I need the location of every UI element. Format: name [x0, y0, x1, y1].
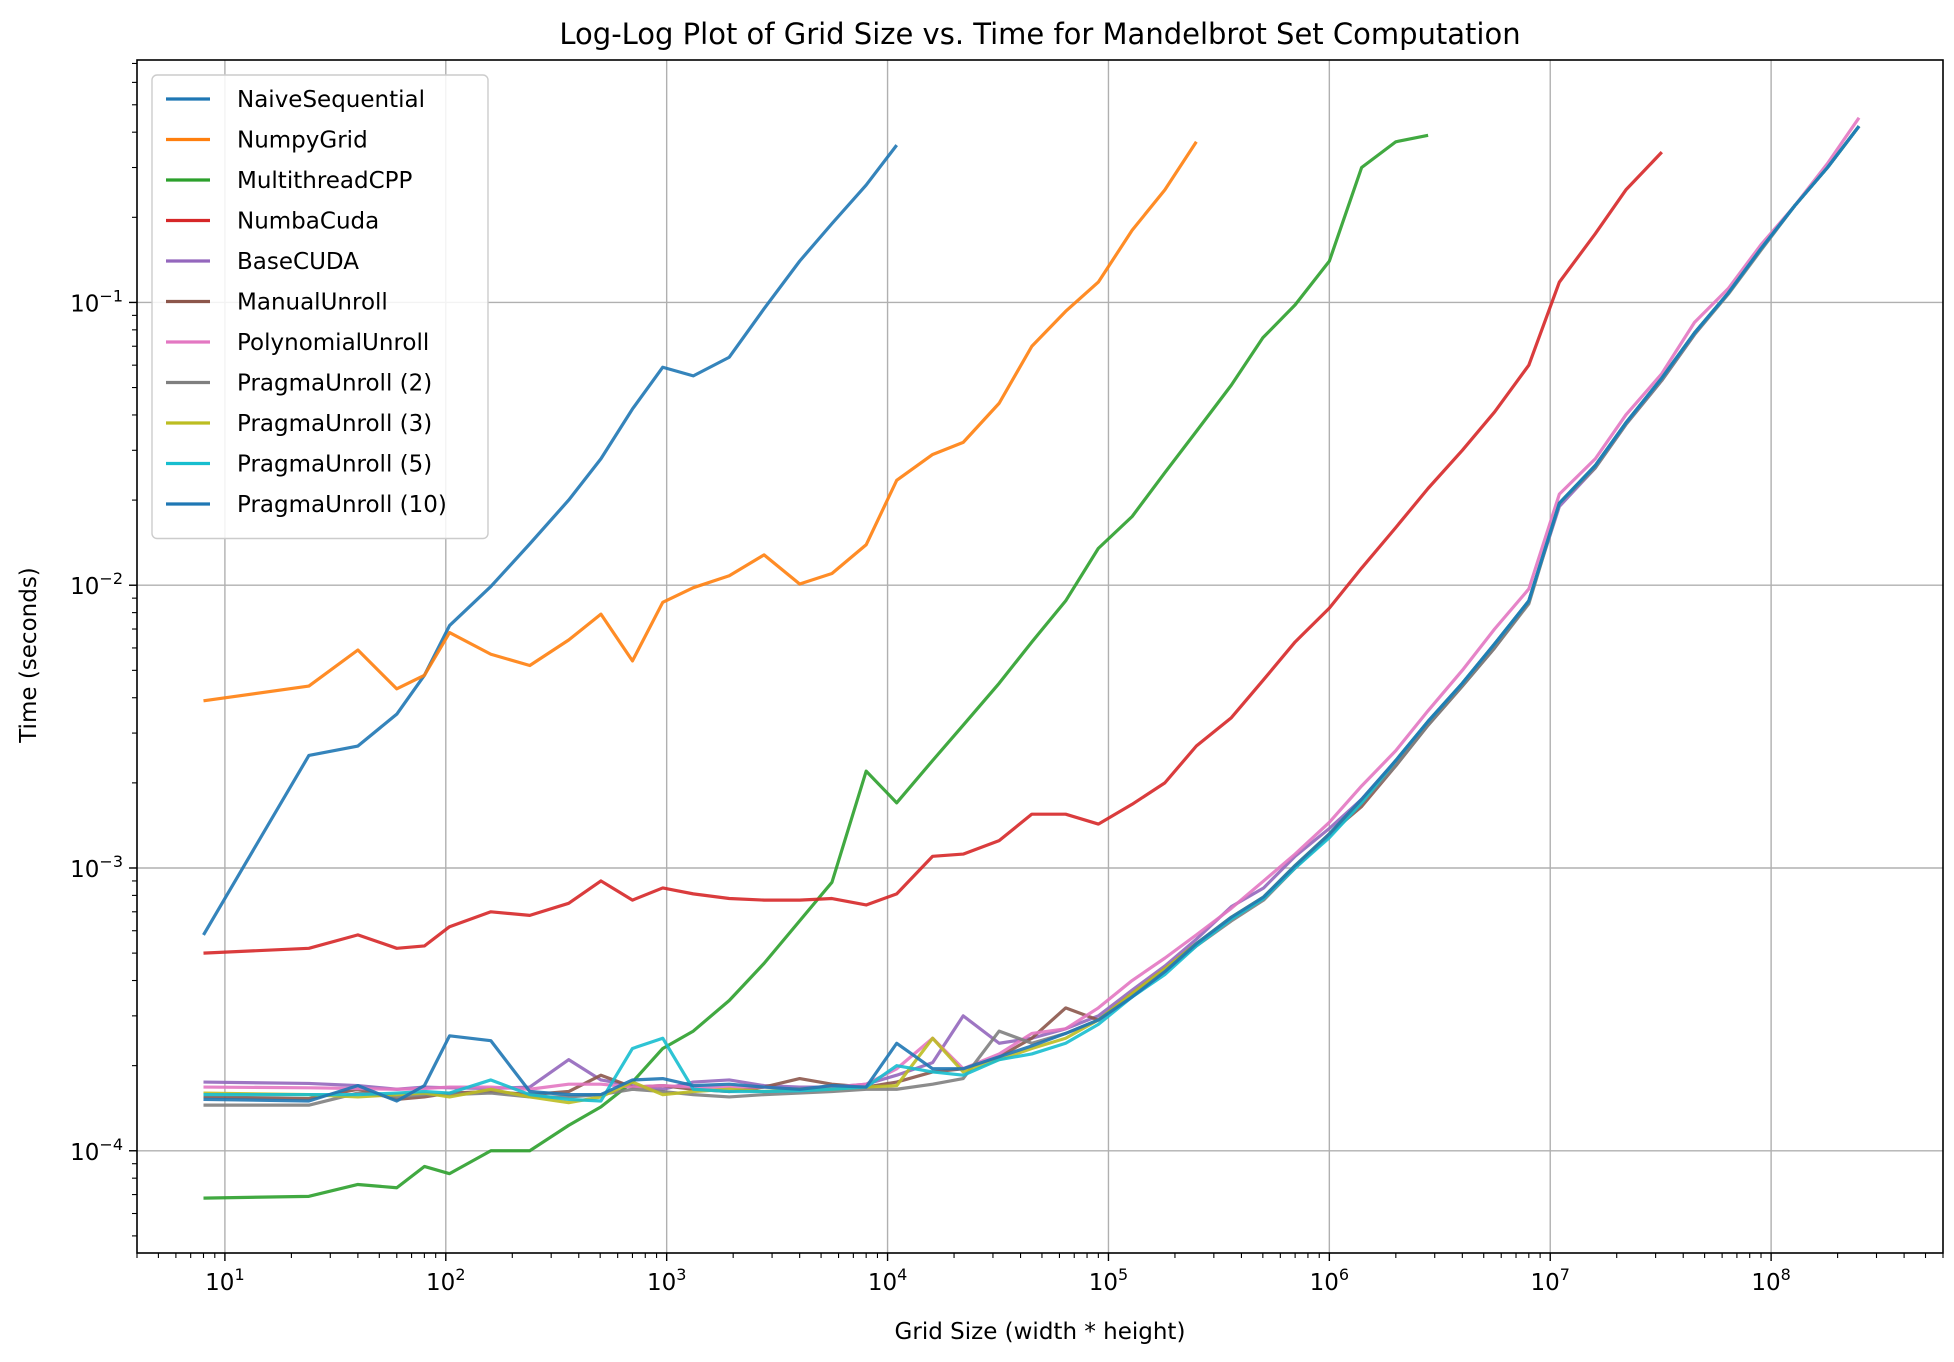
legend-label-multithreadcpp: MultithreadCPP: [237, 168, 413, 194]
y-tick-label: 10−1: [70, 286, 123, 317]
series-line-numpygrid: [203, 140, 1198, 703]
x-tick-label: 104: [868, 1265, 907, 1296]
legend-label-manualunroll: ManualUnroll: [237, 290, 388, 316]
y-tick-label: 10−3: [70, 852, 123, 883]
x-tick-label: 105: [1089, 1265, 1128, 1296]
y-tick-base: 10: [70, 574, 99, 600]
y-tick-label: 10−2: [70, 569, 123, 600]
x-tick-base: 10: [647, 1270, 676, 1296]
series-line-pragmaunroll-10: [203, 125, 1861, 1103]
x-tick-exponent: 1: [234, 1265, 244, 1284]
x-tick-label: 108: [1751, 1265, 1790, 1296]
y-axis-label: Time (seconds): [16, 567, 42, 744]
x-tick-exponent: 6: [1339, 1265, 1349, 1284]
legend-box: [151, 74, 489, 540]
x-tick-base: 10: [868, 1270, 897, 1296]
legend-label-numbacuda: NumbaCuda: [237, 209, 379, 235]
x-tick-base: 10: [1089, 1270, 1118, 1296]
legend-label-naivesequential: NaiveSequential: [237, 87, 425, 113]
x-tick-base: 10: [1310, 1270, 1339, 1296]
x-tick-exponent: 5: [1118, 1265, 1128, 1284]
plot-frame: [136, 59, 1944, 1254]
y-tick-exponent: −4: [99, 1135, 123, 1154]
x-tick-base: 10: [1751, 1270, 1780, 1296]
x-tick-label: 106: [1310, 1265, 1349, 1296]
series-line-naivesequential: [202, 144, 898, 936]
legend-label-pragmaunroll-3: PragmaUnroll (3): [237, 411, 432, 437]
legend-label-pragmaunroll-2: PragmaUnroll (2): [237, 371, 432, 397]
legend-label-pragmaunroll-10: PragmaUnroll (10): [237, 492, 447, 518]
legend: NaiveSequential NumpyGrid MultithreadCPP Nu…: [151, 74, 489, 540]
x-tick-exponent: 3: [676, 1265, 686, 1284]
legend-label-polynomialunroll: PolynomialUnroll: [237, 330, 429, 356]
series-lines: [202, 116, 1861, 1200]
series-line-polynomialunroll: [203, 116, 1861, 1091]
x-tick-exponent: 4: [897, 1265, 907, 1284]
legend-label-numpygrid: NumpyGrid: [237, 128, 368, 154]
x-tick-exponent: 7: [1560, 1265, 1570, 1284]
x-tick-label: 107: [1530, 1265, 1569, 1296]
y-tick-exponent: −2: [99, 569, 123, 588]
x-tick-exponent: 2: [455, 1265, 465, 1284]
x-tick-base: 10: [426, 1270, 455, 1296]
x-tick-label: 103: [647, 1265, 686, 1296]
x-tick-base: 10: [1530, 1270, 1559, 1296]
series-line-multithreadcpp: [203, 133, 1429, 1200]
y-tick-base: 10: [70, 857, 99, 883]
x-tick-base: 10: [205, 1270, 234, 1296]
chart-title: Log-Log Plot of Grid Size vs. Time for M…: [559, 17, 1520, 51]
y-tick-base: 10: [70, 1140, 99, 1166]
x-tick-label: 102: [426, 1265, 465, 1296]
y-tick-label: 10−4: [70, 1135, 123, 1166]
y-tick-exponent: −1: [99, 286, 123, 305]
x-tick-label: 101: [205, 1265, 244, 1296]
y-tick-exponent: −3: [99, 852, 123, 871]
x-tick-exponent: 8: [1781, 1265, 1791, 1284]
y-tick-base: 10: [70, 291, 99, 317]
legend-label-pragmaunroll-5: PragmaUnroll (5): [237, 452, 432, 478]
legend-label-basecuda: BaseCUDA: [237, 249, 359, 275]
series-line-numbacuda: [203, 151, 1663, 955]
x-axis-label: Grid Size (width * height): [895, 1319, 1186, 1345]
